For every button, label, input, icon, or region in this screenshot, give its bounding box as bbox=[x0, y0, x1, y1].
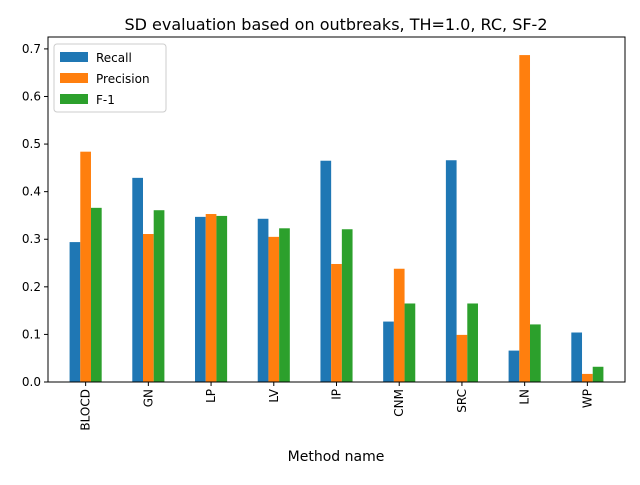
bar-f1-ln bbox=[530, 324, 541, 382]
bar-precision-cnm bbox=[393, 268, 405, 382]
y-tick-label: 0.3 bbox=[22, 232, 41, 246]
bar-recall-wp bbox=[571, 332, 583, 382]
bar-f1-cnm bbox=[404, 303, 416, 382]
bar-precision-ln bbox=[519, 55, 531, 382]
legend-swatch bbox=[60, 94, 88, 104]
bar-f1-ip bbox=[341, 229, 353, 382]
legend: Recall Precision F-1 bbox=[53, 43, 167, 113]
y-axis: 0.0 0.1 0.2 0.3 0.4 0.5 0.6 0.7 bbox=[22, 42, 48, 389]
plot-frame bbox=[47, 36, 626, 383]
bar-recall-lp bbox=[195, 216, 206, 382]
x-tick-label: LP bbox=[204, 389, 218, 403]
bars-group bbox=[69, 55, 604, 382]
bar-f1-blocd bbox=[90, 207, 102, 382]
x-tick-label: WP bbox=[580, 389, 594, 408]
y-tick-label: 0.1 bbox=[22, 327, 41, 341]
x-tick-label: LV bbox=[267, 388, 281, 402]
bar-precision-lp bbox=[205, 214, 217, 382]
legend-label: Precision bbox=[96, 72, 150, 86]
x-axis: BLOCD GN LP LV IP CNM SRC LN WP bbox=[79, 382, 594, 431]
y-tick-label: 0.5 bbox=[22, 137, 41, 151]
bar-recall-src bbox=[445, 160, 457, 382]
bar-precision-src bbox=[456, 334, 468, 382]
bar-precision-gn bbox=[142, 234, 154, 382]
bar-recall-cnm bbox=[383, 321, 394, 382]
x-tick-label: GN bbox=[141, 389, 155, 407]
y-tick-label: 0.6 bbox=[22, 89, 41, 103]
bar-f1-wp bbox=[592, 366, 604, 382]
bar-recall-lv bbox=[257, 218, 269, 382]
y-tick-label: 0.7 bbox=[22, 42, 41, 56]
bar-recall-ln bbox=[508, 350, 520, 382]
bar-precision-ip bbox=[331, 263, 342, 382]
bar-recall-gn bbox=[132, 177, 143, 382]
x-tick-label: CNM bbox=[392, 389, 406, 417]
bar-f1-lp bbox=[216, 215, 228, 382]
x-tick-label: LN bbox=[518, 389, 532, 405]
bar-precision-wp bbox=[582, 373, 593, 382]
x-tick-label: IP bbox=[330, 389, 344, 400]
x-axis-label: Method name bbox=[288, 449, 385, 465]
chart-title: SD evaluation based on outbreaks, TH=1.0… bbox=[124, 15, 547, 34]
legend-swatch bbox=[60, 73, 88, 83]
x-tick-label: BLOCD bbox=[79, 389, 93, 431]
bar-precision-blocd bbox=[80, 151, 91, 382]
bar-recall-blocd bbox=[69, 242, 81, 382]
x-tick-label: SRC bbox=[455, 389, 469, 413]
y-tick-label: 0.4 bbox=[22, 185, 41, 199]
bar-f1-src bbox=[467, 303, 478, 382]
bar-f1-lv bbox=[279, 228, 290, 382]
legend-swatch bbox=[60, 52, 88, 62]
legend-label: F-1 bbox=[96, 93, 115, 107]
bar-f1-gn bbox=[153, 210, 165, 382]
y-tick-label: 0.0 bbox=[22, 375, 41, 389]
bar-precision-lv bbox=[268, 236, 280, 382]
legend-label: Recall bbox=[96, 51, 132, 65]
bar-recall-ip bbox=[320, 160, 332, 382]
y-tick-label: 0.2 bbox=[22, 280, 41, 294]
